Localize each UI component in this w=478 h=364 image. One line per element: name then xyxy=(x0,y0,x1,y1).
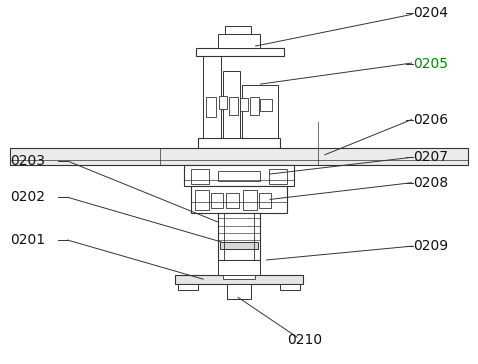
Bar xyxy=(195,190,209,210)
Bar xyxy=(223,275,255,279)
Bar xyxy=(191,169,209,184)
Bar xyxy=(184,165,294,186)
Bar xyxy=(250,97,259,115)
Bar xyxy=(240,98,248,111)
Bar xyxy=(259,193,271,208)
Bar xyxy=(226,193,239,208)
Bar xyxy=(242,85,278,138)
Bar xyxy=(174,275,304,284)
Text: 0205: 0205 xyxy=(413,57,448,71)
Text: 0201: 0201 xyxy=(10,233,45,247)
Text: 0207: 0207 xyxy=(413,150,448,164)
Bar xyxy=(269,169,287,184)
Bar xyxy=(203,56,221,138)
Text: 0204: 0204 xyxy=(413,7,448,20)
Bar xyxy=(217,213,261,260)
Text: 0209: 0209 xyxy=(413,239,448,253)
Bar xyxy=(10,148,468,165)
Bar xyxy=(229,97,238,115)
Bar xyxy=(218,96,227,110)
Bar xyxy=(206,97,216,117)
Bar xyxy=(225,27,251,35)
Bar xyxy=(178,284,198,290)
Bar xyxy=(227,284,251,299)
Text: 0206: 0206 xyxy=(413,112,448,127)
Bar xyxy=(223,71,240,138)
Bar xyxy=(198,138,280,148)
Text: 0210: 0210 xyxy=(287,333,322,347)
Text: 0203: 0203 xyxy=(10,154,45,168)
Text: 0202: 0202 xyxy=(10,190,45,204)
Bar xyxy=(191,186,287,213)
Bar xyxy=(211,193,223,208)
Bar xyxy=(243,190,257,210)
Bar xyxy=(218,260,260,275)
Bar xyxy=(196,48,284,56)
Text: 0208: 0208 xyxy=(413,176,448,190)
Bar xyxy=(280,284,300,290)
Bar xyxy=(261,99,272,111)
Bar xyxy=(220,242,258,249)
Bar xyxy=(217,35,261,48)
Bar xyxy=(217,171,261,181)
